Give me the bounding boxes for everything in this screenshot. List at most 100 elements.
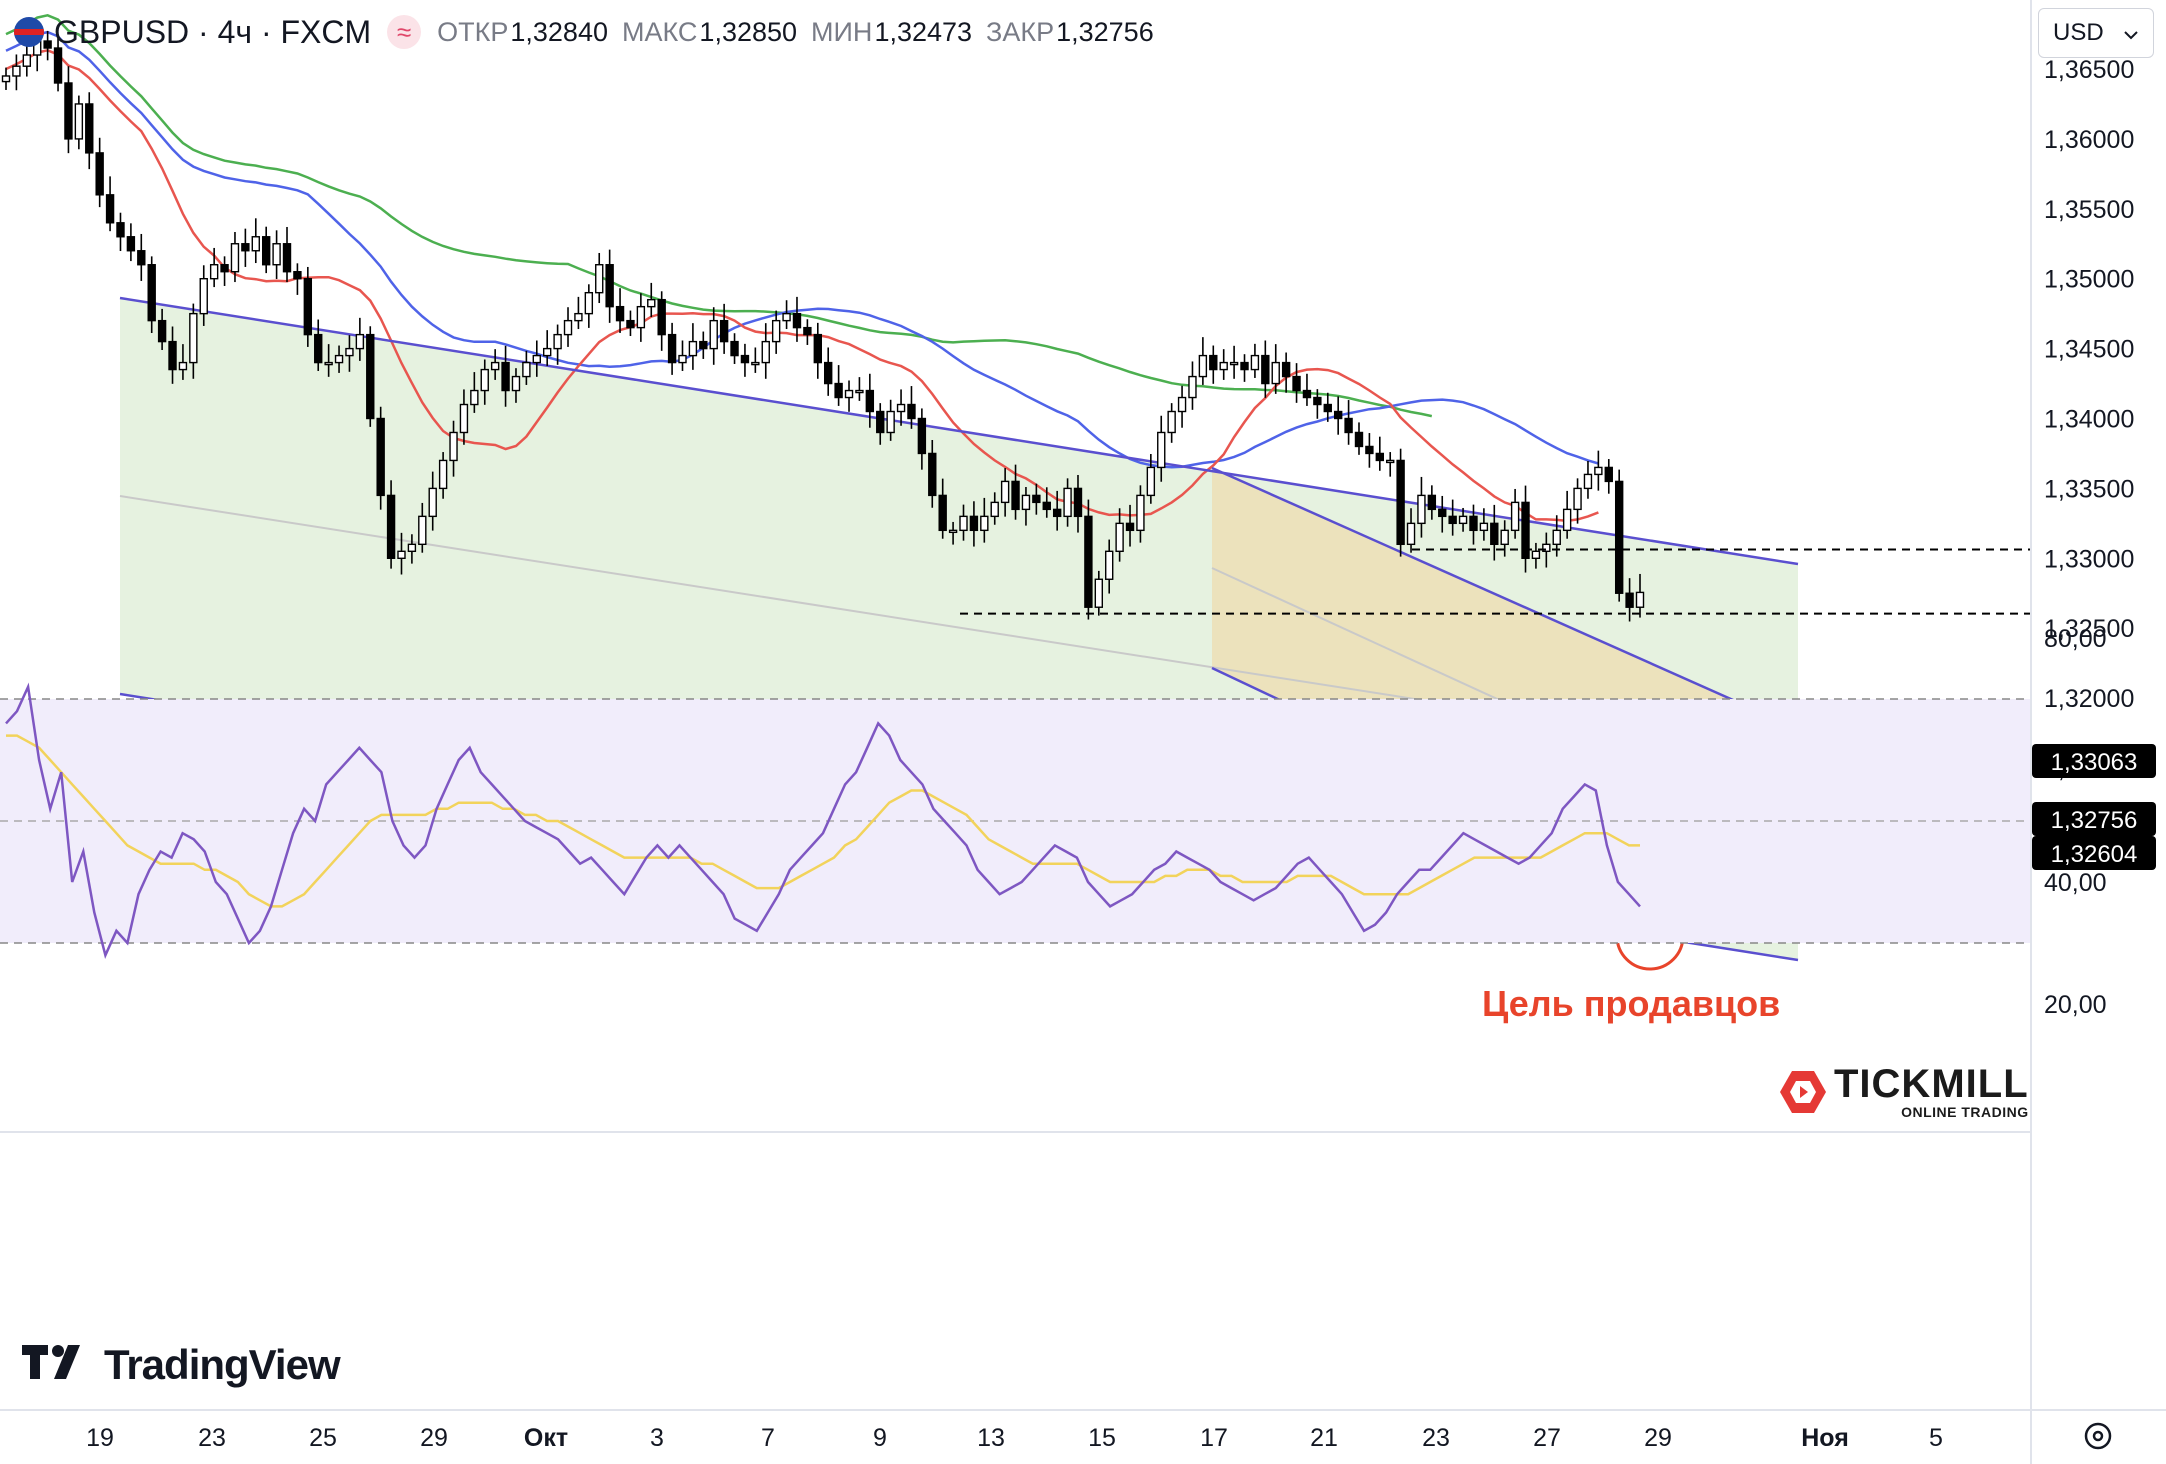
- candle-up[interactable]: [1021, 494, 1031, 511]
- candle-up[interactable]: [1105, 550, 1114, 580]
- candle-up[interactable]: [678, 354, 687, 364]
- candle-down[interactable]: [730, 340, 739, 357]
- candle-down[interactable]: [1396, 459, 1405, 546]
- candle-up[interactable]: [438, 459, 448, 490]
- candle-up[interactable]: [1552, 529, 1561, 546]
- candle-up[interactable]: [761, 340, 770, 364]
- candle-up[interactable]: [844, 389, 854, 399]
- candle-down[interactable]: [241, 243, 250, 252]
- candle-down[interactable]: [1365, 445, 1374, 455]
- candle-down[interactable]: [105, 194, 115, 224]
- candle-down[interactable]: [137, 250, 146, 266]
- candle-down[interactable]: [1427, 494, 1437, 511]
- candle-down[interactable]: [1084, 515, 1093, 608]
- candle-down[interactable]: [116, 222, 125, 238]
- candle-up[interactable]: [251, 236, 260, 252]
- settings-gear-icon[interactable]: [2080, 1418, 2116, 1454]
- candle-down[interactable]: [824, 361, 833, 385]
- candle-up[interactable]: [782, 312, 791, 322]
- candle-up[interactable]: [563, 319, 573, 336]
- candle-down[interactable]: [1354, 431, 1364, 448]
- candle-up[interactable]: [511, 375, 521, 392]
- candle-up[interactable]: [1146, 466, 1156, 497]
- candle-down[interactable]: [1261, 354, 1270, 385]
- candle-up[interactable]: [1573, 487, 1582, 511]
- candle-up[interactable]: [1594, 466, 1603, 476]
- candle-down[interactable]: [740, 354, 750, 364]
- candle-down[interactable]: [1042, 501, 1051, 511]
- candle-down[interactable]: [667, 333, 677, 364]
- candle-down[interactable]: [501, 361, 510, 392]
- candle-up[interactable]: [1500, 529, 1509, 546]
- price-axis[interactable]: 1,315001,320001,325001,330001,335001,340…: [2044, 56, 2134, 783]
- candle-up[interactable]: [334, 354, 344, 364]
- candle-up[interactable]: [355, 333, 365, 350]
- candle-up[interactable]: [522, 361, 531, 378]
- candle-up[interactable]: [1188, 375, 1197, 399]
- candle-down[interactable]: [917, 417, 927, 455]
- candle-up[interactable]: [189, 312, 198, 364]
- candle-down[interactable]: [1292, 375, 1301, 392]
- candle-up[interactable]: [1157, 431, 1166, 469]
- candle-up[interactable]: [470, 389, 479, 406]
- candle-down[interactable]: [1323, 403, 1332, 413]
- inner-channel-upper[interactable]: [1211, 466, 1779, 722]
- candle-up[interactable]: [647, 298, 656, 308]
- candle-up[interactable]: [324, 361, 333, 366]
- candle-down[interactable]: [282, 243, 292, 273]
- candle-down[interactable]: [157, 319, 167, 343]
- candle-down[interactable]: [1125, 522, 1135, 532]
- candle-up[interactable]: [397, 550, 406, 559]
- candle-up[interactable]: [1229, 361, 1239, 366]
- candle-up[interactable]: [178, 361, 188, 371]
- candle-up[interactable]: [418, 515, 427, 546]
- candle-down[interactable]: [168, 340, 177, 371]
- candle-up[interactable]: [948, 529, 958, 534]
- candle-down[interactable]: [1333, 410, 1343, 420]
- candle-up[interactable]: [1417, 494, 1426, 525]
- candle-up[interactable]: [74, 103, 84, 140]
- candle-down[interactable]: [303, 278, 313, 336]
- rsi-pane[interactable]: [0, 682, 2030, 1133]
- approx-data-icon[interactable]: ≈: [387, 15, 422, 49]
- candle-up[interactable]: [1479, 522, 1489, 532]
- candle-down[interactable]: [1521, 501, 1530, 560]
- candle-down[interactable]: [1240, 361, 1249, 371]
- candle-down[interactable]: [220, 264, 229, 273]
- candle-up[interactable]: [1094, 578, 1104, 608]
- candle-up[interactable]: [1063, 487, 1072, 518]
- candle-up[interactable]: [855, 389, 864, 394]
- candle-down[interactable]: [719, 319, 729, 343]
- candle-down[interactable]: [1469, 515, 1478, 532]
- candle-up[interactable]: [959, 515, 968, 532]
- candle-down[interactable]: [376, 417, 385, 497]
- candle-down[interactable]: [928, 452, 937, 497]
- candle-down[interactable]: [657, 298, 666, 336]
- candle-down[interactable]: [126, 236, 136, 252]
- candle-down[interactable]: [1302, 389, 1312, 399]
- candle-down[interactable]: [366, 333, 375, 420]
- candle-down[interactable]: [261, 236, 271, 266]
- candle-up[interactable]: [1136, 494, 1145, 532]
- candle-down[interactable]: [876, 410, 885, 434]
- candle-down[interactable]: [314, 333, 323, 364]
- candle-up[interactable]: [345, 347, 354, 357]
- candle-up[interactable]: [751, 361, 760, 366]
- candle-down[interactable]: [1011, 480, 1020, 511]
- candle-up[interactable]: [896, 403, 906, 413]
- candle-up[interactable]: [886, 410, 895, 434]
- candle-down[interactable]: [605, 264, 614, 308]
- candle-down[interactable]: [43, 40, 52, 49]
- candle-up[interactable]: [1250, 354, 1260, 371]
- candle-down[interactable]: [615, 305, 625, 322]
- candle-up[interactable]: [272, 243, 281, 266]
- candle-down[interactable]: [1375, 452, 1385, 462]
- candle-down[interactable]: [1073, 487, 1083, 518]
- candle-up[interactable]: [542, 347, 552, 357]
- candles-group[interactable]: [1, 22, 1645, 622]
- candle-down[interactable]: [626, 319, 635, 329]
- candle-up[interactable]: [709, 319, 718, 350]
- candle-up[interactable]: [1531, 550, 1541, 559]
- candle-down[interactable]: [1625, 592, 1634, 608]
